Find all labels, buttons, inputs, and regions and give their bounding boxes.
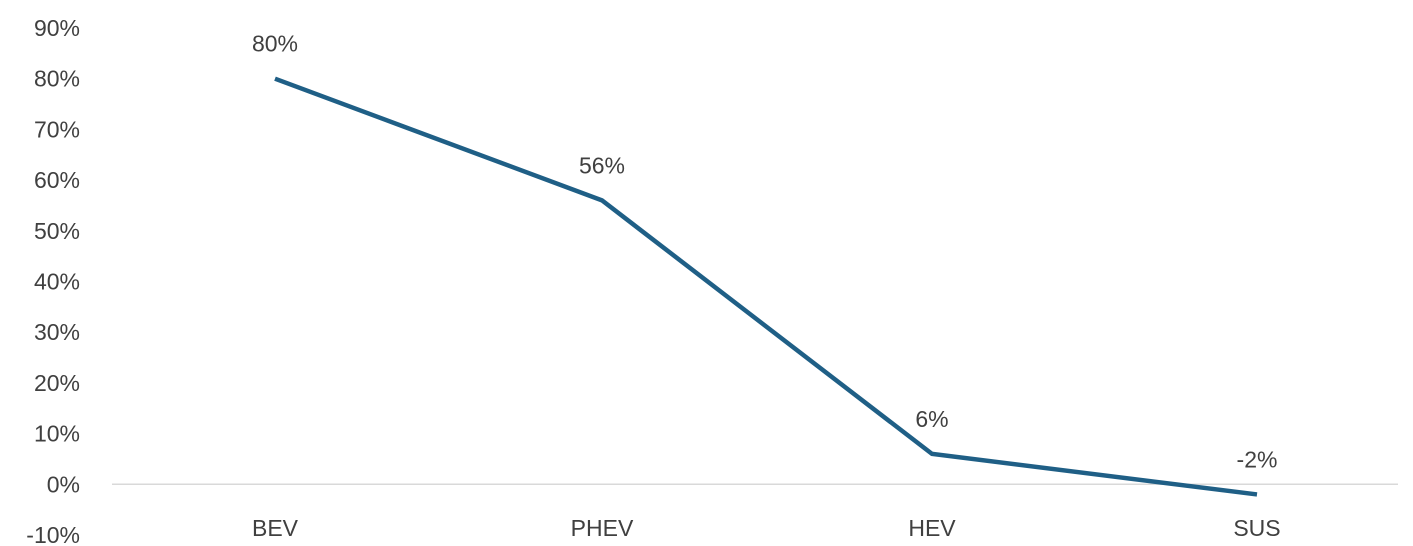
x-category-label: HEV [908,515,956,541]
data-label: 80% [252,31,298,57]
y-axis-tick-labels: 90% 80% 70% 60% 50% 40% 30% 20% 10% 0% -10% [26,15,80,546]
y-tick-label: 40% [34,269,80,295]
data-labels: 80% 56% 6% -2% [252,31,1277,473]
x-category-label: SUS [1233,515,1280,541]
y-tick-label: 20% [34,370,80,396]
y-tick-label: 30% [34,319,80,345]
y-tick-label: -10% [26,522,80,546]
y-tick-label: 70% [34,116,80,142]
data-label: 56% [579,152,625,178]
y-tick-label: 50% [34,218,80,244]
series-line [274,76,1258,497]
x-axis-category-labels: BEV PHEV HEV SUS [252,515,1281,541]
series-group [274,76,1258,497]
y-tick-label: 10% [34,421,80,447]
data-label: 6% [915,406,948,432]
y-tick-label: 80% [34,66,80,92]
x-category-label: BEV [252,515,299,541]
y-tick-label: 90% [34,15,80,41]
y-tick-label: 0% [47,471,80,497]
data-label: -2% [1237,446,1278,472]
y-tick-label: 60% [34,167,80,193]
x-category-label: PHEV [571,515,634,541]
